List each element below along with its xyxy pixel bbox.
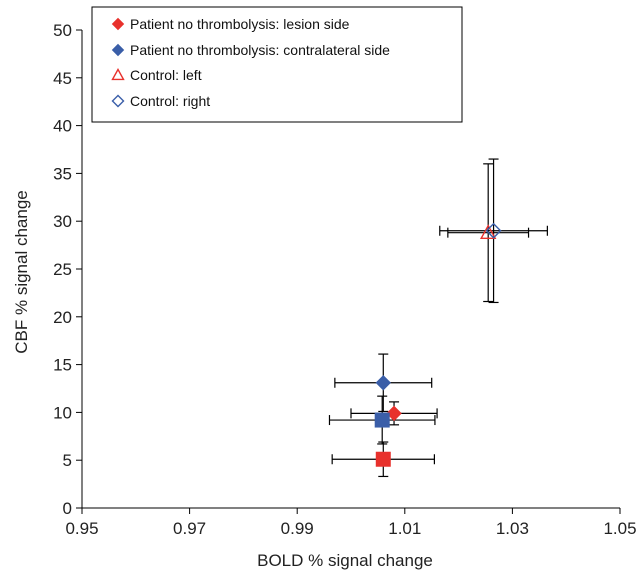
legend-box: [91, 6, 463, 123]
y-axis-ticks: 0 5 10 15 20 25 30 35 40 45 50: [53, 21, 82, 518]
legend: Patient no thrombolysis: lesion side Pat…: [91, 6, 463, 123]
y-tick-label: 10: [53, 403, 72, 422]
legend-label-lesion: Patient no thrombolysis: lesion side: [130, 16, 350, 32]
y-tick-label: 5: [63, 451, 72, 470]
data-markers: [374, 222, 502, 467]
x-tick-label: 0.99: [281, 519, 314, 538]
y-tick-label: 30: [53, 212, 72, 231]
y-tick-label: 25: [53, 260, 72, 279]
y-tick-label: 35: [53, 164, 72, 183]
y-tick-label: 40: [53, 117, 72, 136]
y-axis-title: CBF % signal change: [12, 190, 31, 353]
data-point-marker: [375, 451, 391, 467]
legend-marker: [111, 43, 125, 57]
y-tick-label: 20: [53, 308, 72, 327]
legend-marker: [111, 17, 125, 31]
legend-label-control-left: Control: left: [130, 67, 202, 83]
data-point-marker: [480, 224, 497, 239]
x-axis-ticks: 0.95 0.97 0.99 1.01 1.03 1.05: [65, 508, 637, 538]
y-tick-label: 15: [53, 356, 72, 375]
legend-label-contralateral: Patient no thrombolysis: contralateral s…: [130, 42, 390, 58]
data-point-marker: [374, 412, 390, 428]
x-tick-label: 1.01: [388, 519, 421, 538]
y-tick-label: 45: [53, 69, 72, 88]
data-point-marker: [375, 375, 391, 391]
x-tick-label: 0.97: [173, 519, 206, 538]
error-bars: [328, 158, 548, 478]
y-tick-label: 0: [63, 499, 72, 518]
legend-marker: [111, 68, 125, 81]
legend-markers: [111, 17, 125, 108]
x-tick-label: 0.95: [65, 519, 98, 538]
y-tick-label: 50: [53, 21, 72, 40]
data-point-marker: [485, 222, 502, 239]
data-point-marker: [386, 405, 402, 422]
x-tick-label: 1.03: [496, 519, 529, 538]
x-axis-title: BOLD % signal change: [257, 551, 433, 570]
x-tick-label: 1.05: [603, 519, 636, 538]
legend-marker: [111, 94, 125, 108]
legend-label-control-right: Control: right: [130, 93, 210, 109]
